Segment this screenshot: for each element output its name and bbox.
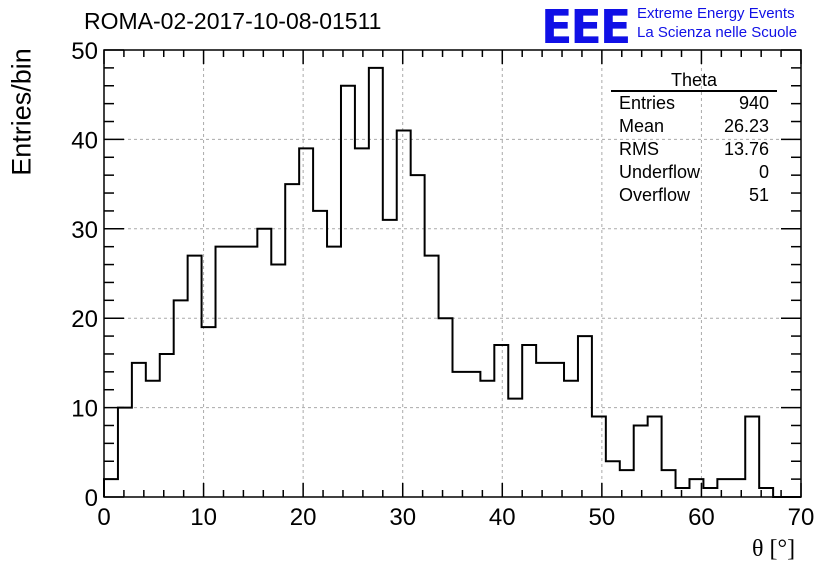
stats-label: Underflow <box>619 162 701 182</box>
stats-row: Underflow 0 <box>611 161 777 184</box>
stats-value: 26.23 <box>723 116 769 136</box>
eee-logo: EEE <box>541 0 631 54</box>
y-axis-label: Entries/bin <box>6 48 37 176</box>
x-tick-label: 60 <box>688 504 715 531</box>
x-tick-label: 10 <box>190 504 217 531</box>
y-tick-label: 50 <box>71 38 98 65</box>
stats-label: Entries <box>619 93 676 113</box>
y-tick-label: 30 <box>71 217 98 244</box>
y-tick-label: 20 <box>71 306 98 333</box>
x-tick-label: 50 <box>589 504 616 531</box>
stats-row: Entries 940 <box>611 92 777 115</box>
x-tick-label: 20 <box>290 504 317 531</box>
stats-label: Mean <box>619 116 665 136</box>
stats-box: Theta Entries 940 Mean 26.23 RMS 13.76 U… <box>611 70 777 207</box>
logo-caption-line2: La Scienza nelle Scuole <box>637 24 798 41</box>
stats-value: 940 <box>738 93 769 113</box>
grid-lines <box>104 50 801 497</box>
stats-value: 0 <box>758 162 769 182</box>
tick-labels: 0 10 20 30 40 50 60 70 0 10 20 30 40 50 <box>71 38 814 531</box>
chart-title: ROMA-02-2017-10-08-01511 <box>84 8 382 34</box>
stats-label: RMS <box>619 139 659 159</box>
x-tick-label: 40 <box>489 504 516 531</box>
logo-caption-line1: Extreme Energy Events <box>637 5 795 22</box>
y-tick-label: 10 <box>71 396 98 423</box>
stats-row: Mean 26.23 <box>611 115 777 138</box>
logo-caption: Extreme Energy Events La Scienza nelle S… <box>637 4 797 42</box>
y-tick-label: 40 <box>71 127 98 154</box>
x-tick-label: 70 <box>788 504 815 531</box>
stats-title: Theta <box>611 70 777 92</box>
histogram-series <box>103 66 801 498</box>
plot-frame <box>103 49 802 498</box>
x-tick-label: 30 <box>389 504 416 531</box>
stats-label: Overflow <box>619 185 691 205</box>
y-tick-label: 0 <box>85 485 98 512</box>
x-axis-label: θ [°] <box>752 536 796 562</box>
stats-value: 51 <box>748 185 769 205</box>
stats-row: RMS 13.76 <box>611 138 777 161</box>
stats-value: 13.76 <box>723 139 769 159</box>
x-tick-label: 0 <box>97 504 110 531</box>
stats-row: Overflow 51 <box>611 184 777 207</box>
